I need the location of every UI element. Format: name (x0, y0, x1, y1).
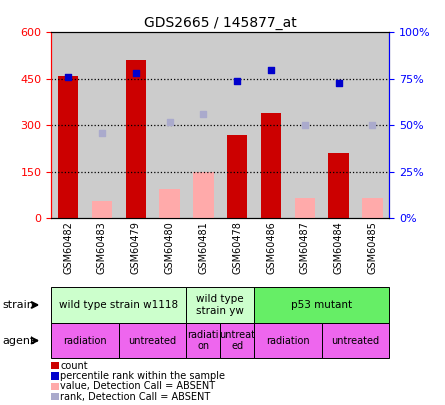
Text: rank, Detection Call = ABSENT: rank, Detection Call = ABSENT (60, 392, 210, 402)
Point (301, 122, 308, 128)
Text: wild type
strain yw: wild type strain yw (196, 294, 244, 316)
Point (267, 66, 275, 73)
Bar (92, 201, 112, 218)
Bar (159, 189, 180, 218)
Bar (51, 32, 85, 218)
Text: untreated: untreated (129, 336, 177, 345)
Bar (227, 134, 247, 218)
Title: GDS2665 / 145877_at: GDS2665 / 145877_at (144, 16, 297, 30)
Point (65, 74, 72, 80)
Text: wild type strain w1118: wild type strain w1118 (59, 300, 178, 310)
Bar (288, 32, 322, 218)
Point (200, 111, 207, 117)
Point (234, 77, 241, 84)
Bar (125, 60, 146, 218)
Bar (322, 32, 356, 218)
Point (166, 118, 173, 125)
Bar (119, 32, 153, 218)
Bar (295, 198, 315, 218)
Text: radiation: radiation (63, 336, 107, 345)
Point (335, 79, 342, 86)
Bar (85, 32, 119, 218)
Text: agent: agent (2, 336, 35, 345)
Text: radiation: radiation (266, 336, 310, 345)
Bar (356, 32, 389, 218)
Text: strain: strain (2, 300, 34, 310)
Text: count: count (60, 360, 88, 371)
Bar (58, 76, 78, 218)
Text: untreated: untreated (332, 336, 380, 345)
Text: p53 mutant: p53 mutant (291, 300, 352, 310)
Point (369, 122, 376, 128)
Bar (186, 32, 220, 218)
Bar (261, 113, 281, 218)
Bar (220, 32, 254, 218)
Bar (362, 198, 383, 218)
Point (98, 130, 105, 136)
Text: percentile rank within the sample: percentile rank within the sample (60, 371, 225, 381)
Text: value, Detection Call = ABSENT: value, Detection Call = ABSENT (60, 382, 215, 391)
Bar (153, 32, 186, 218)
Bar (193, 173, 214, 218)
Bar (328, 153, 349, 218)
Text: radiati
on: radiati on (188, 330, 219, 352)
Text: untreat
ed: untreat ed (219, 330, 255, 352)
Bar (254, 32, 288, 218)
Point (132, 70, 139, 77)
